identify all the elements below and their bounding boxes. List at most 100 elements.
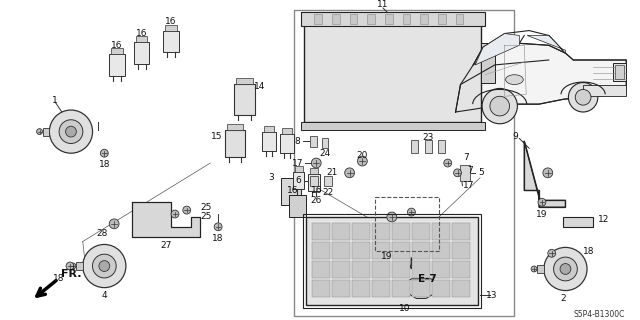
Circle shape [36,129,42,135]
Circle shape [311,158,321,168]
Bar [412,223,430,240]
Bar [420,14,428,24]
Text: 15: 15 [211,132,222,141]
Text: 19: 19 [381,252,393,261]
Bar [227,124,243,130]
Text: 7: 7 [463,153,469,162]
Text: 17: 17 [292,158,303,168]
Bar [109,54,125,76]
Text: 26: 26 [310,196,322,205]
Bar [307,217,478,305]
Text: 18: 18 [583,247,595,256]
Text: 27: 27 [161,241,172,250]
Bar [332,242,350,259]
Text: 9: 9 [513,132,518,141]
Bar [352,242,371,259]
Bar [322,139,328,148]
Text: 18: 18 [99,161,110,170]
Bar [42,128,49,136]
Circle shape [345,168,355,178]
Bar [372,261,390,278]
Bar [310,176,318,186]
Text: 25: 25 [200,212,212,220]
Polygon shape [475,34,519,65]
Text: 16: 16 [310,186,322,195]
Bar [432,261,451,278]
Text: 14: 14 [253,82,265,91]
Bar [324,176,332,186]
Bar [292,172,305,189]
Bar [411,140,418,153]
Circle shape [99,261,109,271]
Bar [385,14,393,24]
Text: FR.: FR. [61,269,82,279]
Bar [372,223,390,240]
Bar [76,262,83,270]
Circle shape [554,257,577,281]
Bar [425,140,431,153]
Bar [372,280,390,297]
Circle shape [538,198,546,206]
Text: 25: 25 [200,203,212,212]
Text: 24: 24 [319,149,331,158]
Circle shape [482,88,517,124]
Text: 4: 4 [102,291,107,300]
Circle shape [92,254,116,278]
Bar [305,24,481,122]
Bar [481,43,495,83]
Circle shape [100,149,108,157]
Bar [301,12,485,26]
Text: 10: 10 [399,304,410,313]
Bar [314,14,322,24]
Circle shape [444,159,452,167]
Text: 7: 7 [467,166,473,175]
Text: 16: 16 [111,41,123,50]
Bar [352,223,371,240]
Bar [392,261,410,278]
Circle shape [358,156,367,166]
Text: 18: 18 [52,274,64,283]
Bar [392,223,410,240]
Bar [432,280,451,297]
Bar [372,242,390,259]
Text: 19: 19 [536,210,548,219]
Bar [583,84,627,96]
Bar [452,261,470,278]
Bar [412,280,430,297]
Polygon shape [132,202,200,236]
Bar [236,78,253,84]
Polygon shape [563,217,593,227]
Bar [136,36,147,42]
Circle shape [387,212,397,222]
Bar [452,223,470,240]
Bar [438,140,445,153]
Polygon shape [456,43,627,112]
Text: 16: 16 [287,186,298,195]
Bar [111,48,123,54]
Circle shape [560,264,571,274]
Bar [452,280,470,297]
Bar [262,132,276,151]
Circle shape [531,266,537,272]
Text: 28: 28 [97,229,108,238]
Text: 1: 1 [52,96,58,105]
Circle shape [49,110,93,153]
Circle shape [575,89,591,105]
Circle shape [408,208,415,216]
Bar [612,63,627,81]
Text: 16: 16 [165,17,177,26]
Ellipse shape [506,75,524,84]
Polygon shape [527,36,566,53]
Circle shape [568,83,598,112]
Text: 13: 13 [486,291,498,300]
Text: 23: 23 [422,133,434,142]
Bar [412,242,430,259]
Bar [312,223,330,240]
Text: 12: 12 [598,215,609,224]
Text: 2: 2 [561,294,566,303]
Bar [614,65,625,79]
Bar [294,10,515,316]
Text: 18: 18 [212,234,224,243]
Bar [301,122,485,130]
Circle shape [543,168,553,178]
